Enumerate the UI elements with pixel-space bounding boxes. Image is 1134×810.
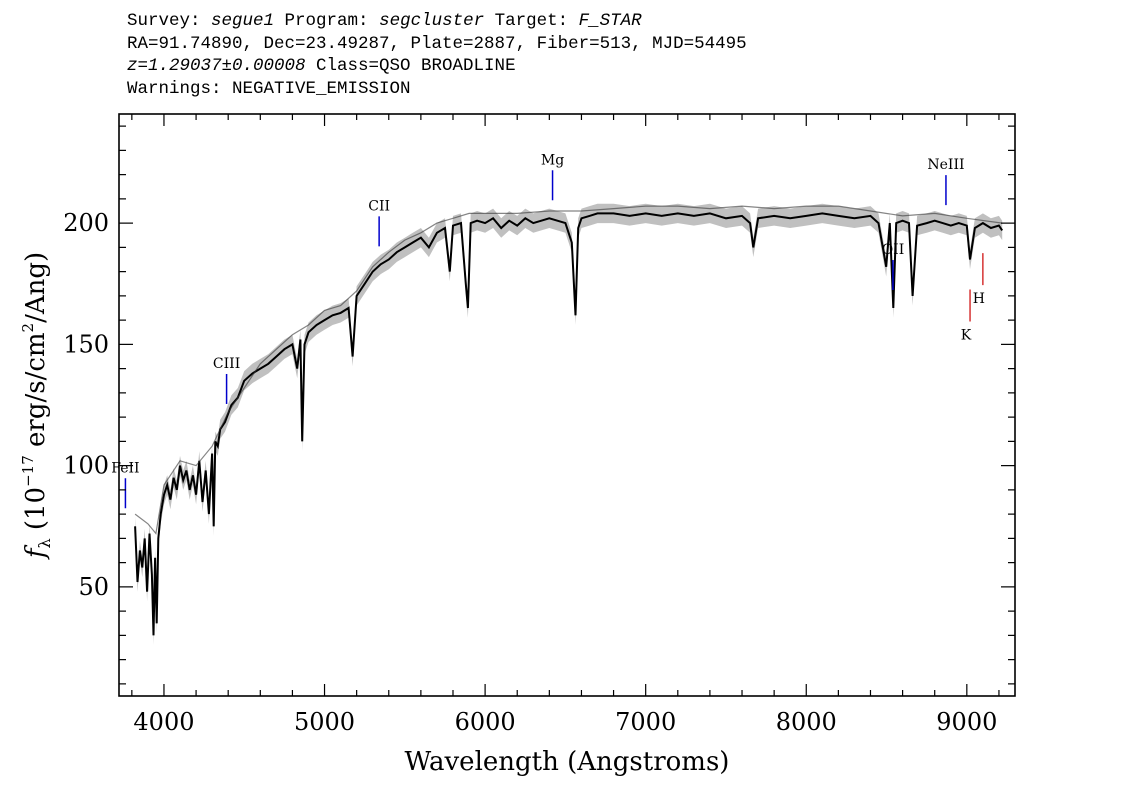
survey-label: Survey: — [127, 11, 212, 31]
program-value: segcluster — [379, 11, 485, 31]
line-label-h: H — [973, 291, 985, 307]
x-tick-label: 8000 — [776, 708, 837, 736]
class-value: Class=QSO BROADLINE — [305, 56, 516, 76]
y-tick-label: 150 — [63, 330, 109, 358]
line-label-mg: Mg — [541, 152, 564, 168]
model-series-line — [134, 205, 1003, 535]
flux-series-line — [134, 212, 1004, 636]
line-label-k: K — [961, 328, 972, 344]
x-tick-label: 6000 — [455, 708, 516, 736]
program-label: Program: — [274, 11, 380, 31]
x-axis-label: Wavelength (Angstroms) — [405, 747, 730, 777]
coordinates-line: RA=91.74890, Dec=23.49287, Plate=2887, F… — [127, 33, 747, 54]
line-label-cii: CII — [368, 198, 390, 214]
spectrum-header: Survey: segue1 Program: segcluster Targe… — [127, 10, 747, 100]
target-label: Target: — [484, 11, 579, 31]
redshift-value: z=1.29037±0.00008 — [127, 56, 306, 76]
target-value: F_STAR — [578, 11, 642, 31]
line-label-oii: OII — [882, 242, 905, 258]
x-tick-label: 5000 — [294, 708, 355, 736]
line-label-feii: FeII — [111, 460, 139, 476]
x-tick-label: 9000 — [936, 708, 997, 736]
x-tick-label: 7000 — [615, 708, 676, 736]
y-axis-label: fλ (10−17 erg/s/cm2/Ang) — [19, 252, 54, 560]
warnings-line: Warnings: NEGATIVE_EMISSION — [127, 78, 411, 99]
survey-value: segue1 — [211, 11, 275, 31]
line-label-ciii: CIII — [213, 356, 240, 372]
plot-frame — [118, 113, 1016, 697]
line-label-neiii: NeIII — [927, 157, 964, 173]
error-band — [135, 203, 1003, 646]
y-tick-label: 100 — [63, 452, 109, 480]
y-tick-label: 50 — [78, 573, 109, 601]
header-line-1: Survey: segue1 Program: segcluster Targe… — [127, 10, 747, 33]
header-line-3: z=1.29037±0.00008 Class=QSO BROADLINE — [127, 55, 747, 78]
y-tick-label: 200 — [63, 209, 109, 237]
x-tick-label: 4000 — [133, 708, 194, 736]
